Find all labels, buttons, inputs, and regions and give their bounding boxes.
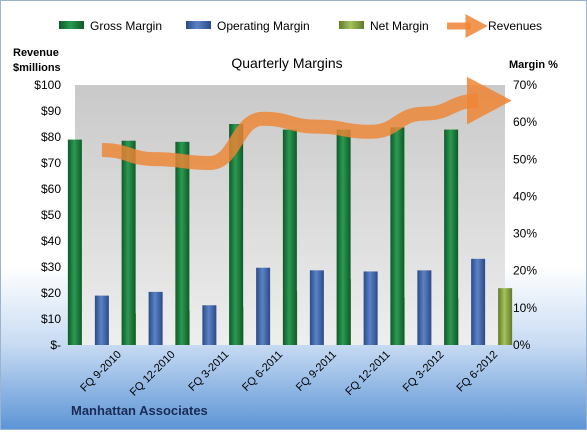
bar-gross-margin-fq-9-2010 [67,139,82,345]
left-tick-label: $- [50,338,61,352]
right-tick-label: 30% [513,227,537,241]
left-axis-ticks: $- $10 $20 $30 $40 $50 $60 $70 $80 $90 $100 [34,78,61,352]
legend-label-operating-margin: Operating Margin [217,19,310,33]
right-axis-ticks: 0% 10% 20% 30% 40% 50% 60% 70% [513,78,537,352]
revenue-line [101,76,512,170]
left-tick-label: $10 [41,312,61,326]
bar-operating-margin-fq-9-2010 [94,295,109,345]
left-tick-label: $80 [41,130,61,144]
right-tick-label: 0% [513,338,531,352]
right-tick-label: 70% [513,78,537,92]
x-tick-label: FQ 9-2011 [294,349,339,394]
bar-gross-margin-fq-9-2011 [282,129,297,345]
left-tick-label: $90 [41,104,61,118]
left-tick-label: $40 [41,234,61,248]
x-tick-label: FQ 3-2012 [401,349,447,395]
bar-operating-margin-fq-9-2011 [309,270,324,345]
left-tick-label: $50 [41,208,61,222]
left-tick-label: $60 [41,182,61,196]
legend: Gross Margin Operating Margin Net Margin… [59,14,542,38]
chart-title: Quarterly Margins [231,55,342,71]
bar-gross-margin-fq-3-2012 [390,127,405,345]
bar-gross-margin-fq-6-2012 [444,129,459,345]
bar-operating-margin-fq-6-2011 [256,267,271,345]
bar-operating-margin-fq-12-2010 [148,291,163,345]
legend-swatch-net-margin [339,21,364,29]
right-axis-label: Margin % [509,59,558,71]
bar-operating-margin-fq-12-2011 [363,271,378,345]
x-tick-label: FQ 9-2010 [78,349,124,395]
right-tick-label: 40% [513,189,537,203]
left-tick-label: $20 [41,286,61,300]
x-tick-label: FQ 3-2011 [186,349,231,394]
bar-gross-margin-fq-6-2011 [229,124,244,345]
x-axis-ticks: FQ 9-2010 FQ 12-2010 FQ 3-2011 FQ 6-2011 FQ … [78,349,500,399]
bar-gross-margin-fq-12-2010 [121,140,136,345]
legend-swatch-gross-margin [59,21,84,29]
right-tick-label: 50% [513,152,537,166]
bar-operating-margin-fq-3-2011 [202,305,217,345]
legend-label-revenues: Revenues [488,19,542,33]
right-tick-label: 10% [513,301,537,315]
left-axis-label-line-1: Revenue [13,47,59,59]
legend-label-net-margin: Net Margin [370,19,429,33]
bar-operating-margin-fq-6-2012 [471,258,486,345]
left-tick-label: $70 [41,156,61,170]
x-tick-label: FQ 12-2010 [128,349,178,399]
bar-operating-margin-fq-3-2012 [417,270,432,345]
legend-label-gross-margin: Gross Margin [90,19,162,33]
x-tick-label: FQ 6-2012 [455,349,501,395]
company-name: Manhattan Associates [71,403,208,418]
right-tick-label: 20% [513,264,537,278]
left-tick-label: $100 [34,78,61,92]
bar-gross-margin-fq-3-2011 [175,141,190,345]
left-tick-label: $30 [41,260,61,274]
bar-gross-margin-fq-12-2011 [336,129,351,345]
x-tick-label: FQ 12-2011 [343,349,392,398]
left-axis-label-line-2: $millions [13,62,61,74]
right-tick-label: 60% [513,115,537,129]
x-tick-label: FQ 6-2011 [240,349,285,394]
bars [67,124,513,345]
revenue-line-layer [101,76,512,170]
bar-net-margin-fq-6-2012 [498,288,513,345]
legend-swatch-operating-margin [186,21,211,29]
